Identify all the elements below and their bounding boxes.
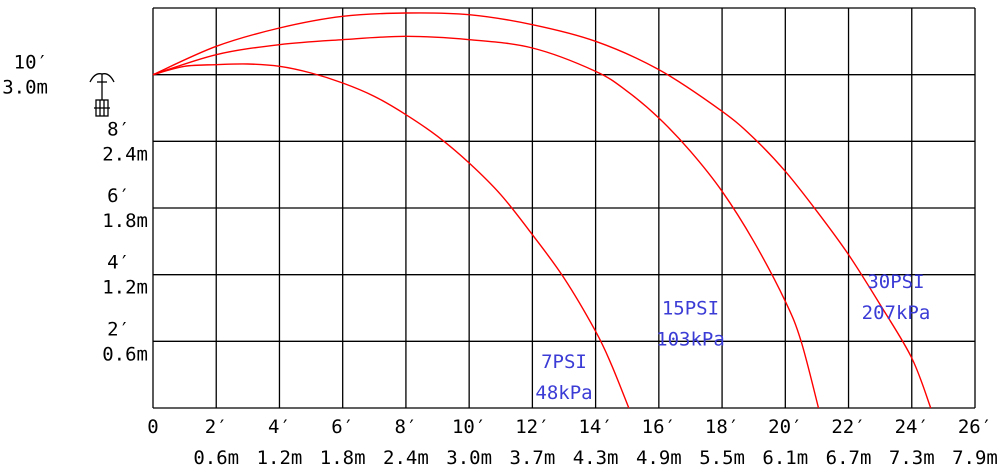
x-axis-ticks: 0 2′ 0.6m 4′ 1.2m 6′ 1.8m 8′ 2.4m 10′ 3.0m 12′ 3.7m 1… [147, 416, 998, 469]
x-tick-label-ft: 14′ [578, 416, 612, 438]
x-tick-label-m: 3.0m [446, 447, 492, 469]
y-tick-label-ft: 10′ [14, 52, 48, 74]
y-tick-label-ft: 4′ [107, 252, 130, 274]
x-tick-label-ft: 26′ [958, 416, 992, 438]
series-line-1 [152, 63, 630, 409]
x-tick-label-m: 7.9m [952, 447, 998, 469]
y-tick-label-m: 2.4m [102, 143, 148, 165]
x-tick-label-m: 2.4m [383, 447, 429, 469]
x-tick-label-m: 1.2m [257, 447, 303, 469]
trajectory-curves [152, 12, 932, 409]
x-tick-label-m: 3.7m [510, 447, 556, 469]
series-line-3 [152, 12, 932, 409]
x-tick-label-ft: 2′ [205, 416, 228, 438]
x-tick-label-m: 4.3m [573, 447, 619, 469]
series-label-1: 7PSI [541, 351, 587, 373]
x-tick-label-ft: 4′ [268, 416, 291, 438]
x-tick-label-m: 5.5m [699, 447, 745, 469]
series-line-2 [152, 35, 820, 409]
x-tick-label-m: 0.6m [193, 447, 239, 469]
x-tick-label-ft: 20′ [768, 416, 802, 438]
y-axis-ticks: 2′ 0.6m 4′ 1.2m 6′ 1.8m 8′ 2.4m 10′ 3.0m [2, 52, 148, 366]
x-tick-label-ft: 8′ [394, 416, 417, 438]
x-tick-label-ft: 22′ [831, 416, 865, 438]
chart-grid [152, 7, 976, 409]
y-tick-label-m: 0.6m [102, 343, 148, 365]
x-tick-label-ft: 18′ [705, 416, 739, 438]
sprinkler-head-icon [89, 73, 115, 117]
x-tick-label-m: 7.3m [889, 447, 935, 469]
x-tick-label-ft: 24′ [895, 416, 929, 438]
y-tick-label-ft: 2′ [107, 318, 130, 340]
y-tick-label-m: 1.8m [102, 210, 148, 232]
x-tick-label-m: 6.7m [826, 447, 872, 469]
x-tick-label-ft: 16′ [642, 416, 676, 438]
x-tick-label-ft: 0 [147, 416, 158, 438]
x-tick-label-m: 6.1m [762, 447, 808, 469]
series-labels: 7PSI 48kPa 15PSI 103kPa 30PSI 207kPa [535, 271, 930, 404]
y-tick-label-ft: 8′ [107, 118, 130, 140]
series-label-2: 15PSI [662, 298, 719, 320]
y-tick-label-m: 1.2m [102, 277, 148, 299]
y-tick-label-m: 3.0m [2, 77, 48, 99]
x-tick-label-m: 1.8m [320, 447, 366, 469]
x-tick-label-m: 4.9m [636, 447, 682, 469]
series-label-3: 207kPa [862, 302, 931, 324]
x-tick-label-ft: 6′ [331, 416, 354, 438]
series-label-1: 48kPa [535, 382, 592, 404]
x-tick-label-ft: 12′ [515, 416, 549, 438]
x-tick-label-ft: 10′ [452, 416, 486, 438]
series-label-2: 103kPa [656, 329, 725, 351]
series-label-3: 30PSI [867, 271, 924, 293]
y-tick-label-ft: 6′ [107, 185, 130, 207]
